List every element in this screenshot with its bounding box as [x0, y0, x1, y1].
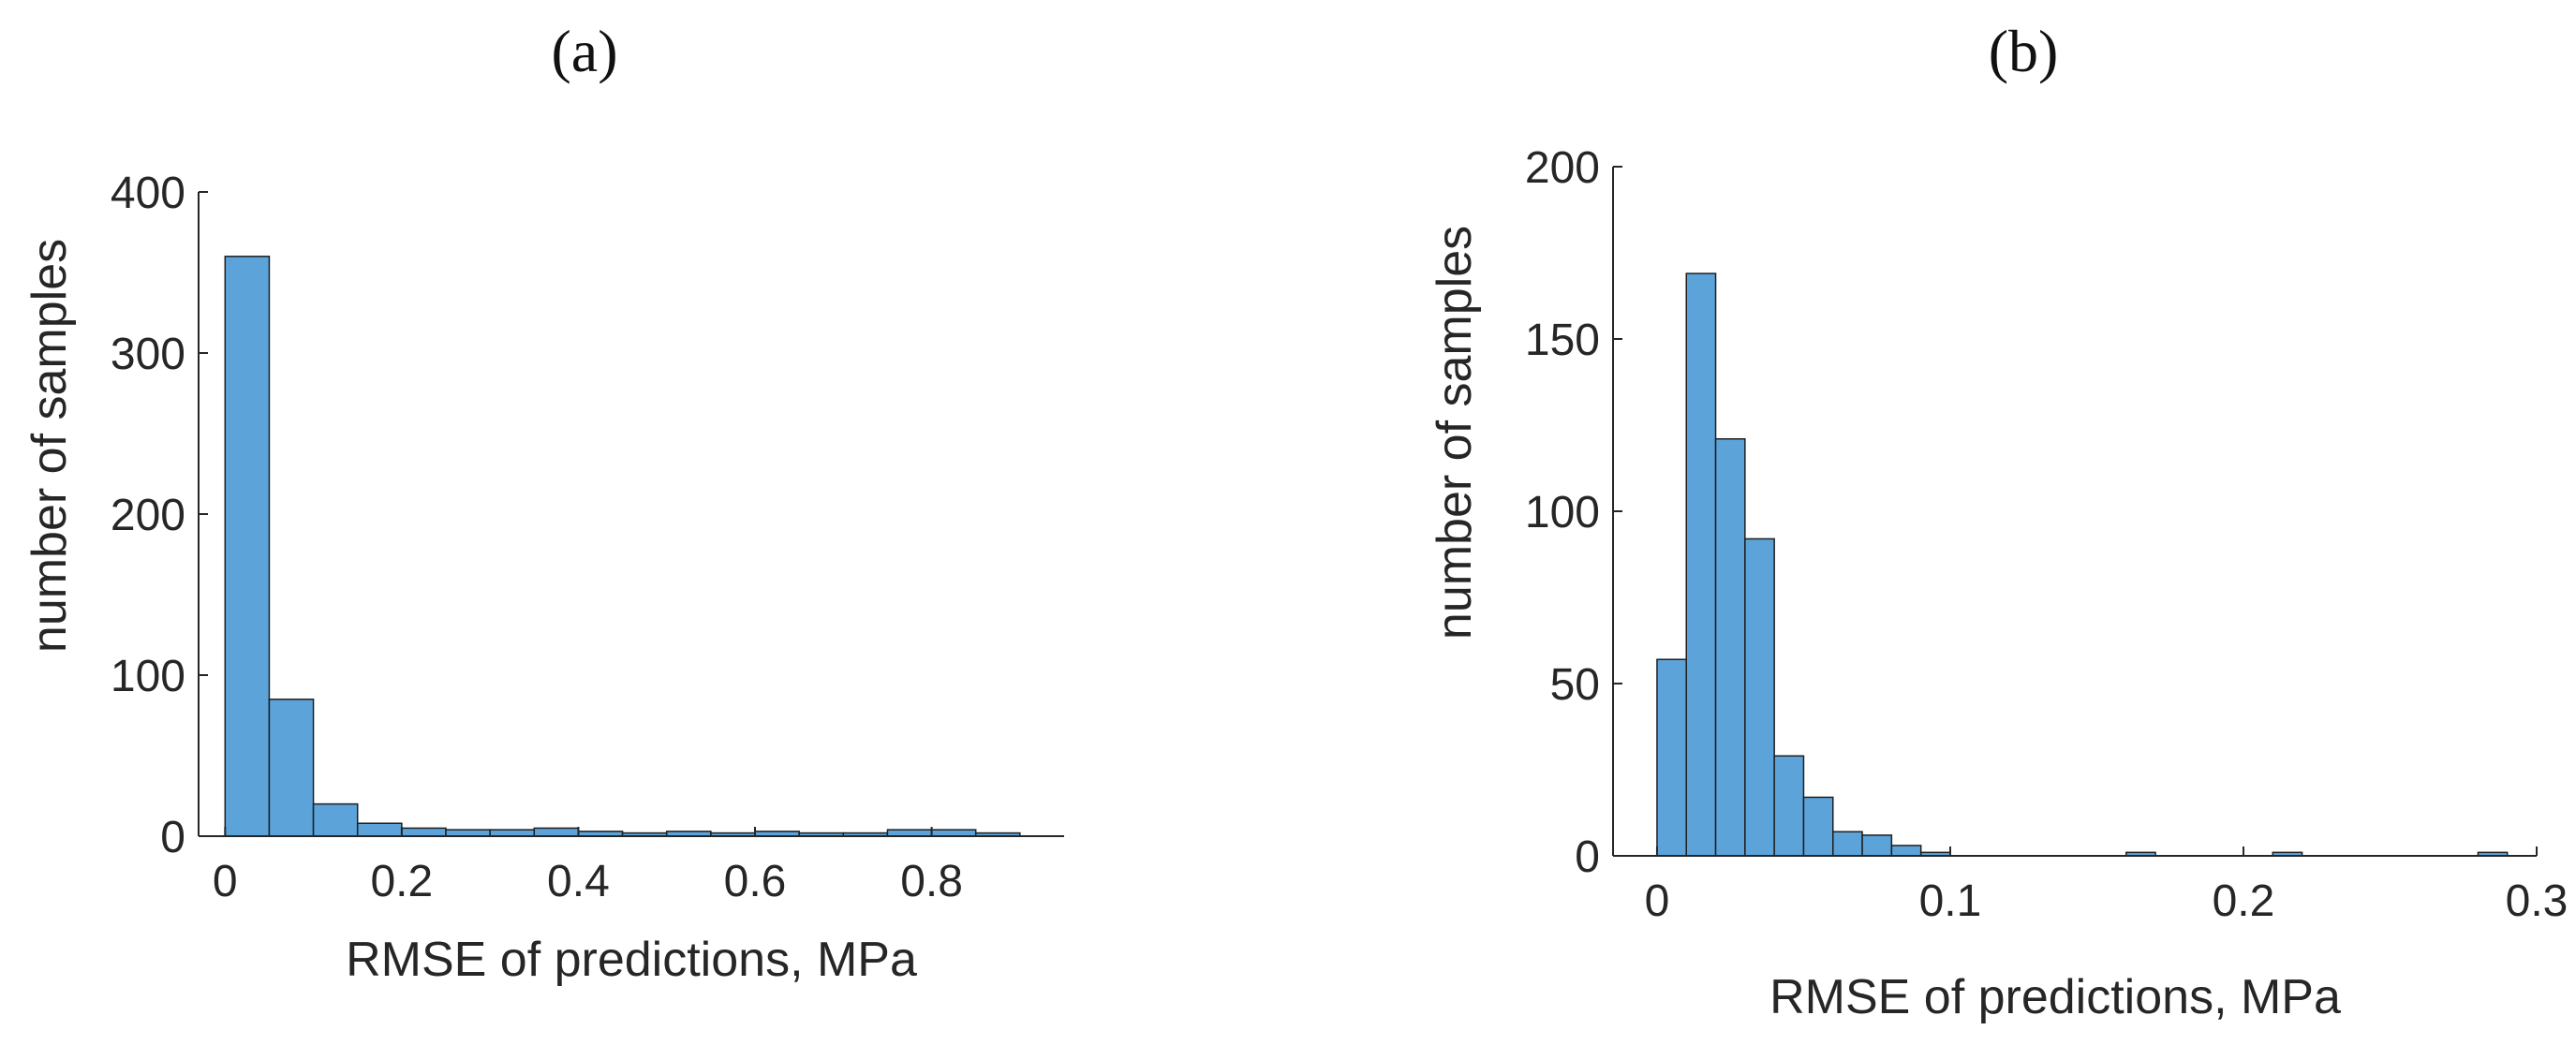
panel-a-bar-0 — [224, 256, 271, 837]
panel-b-x-tick-label-2: 0.2 — [2213, 876, 2275, 926]
panel-b-bar-5 — [1802, 796, 1834, 857]
panel-a-x-tick-label-4: 0.8 — [900, 857, 963, 906]
panel-a-x-tick-label-1: 0.2 — [370, 857, 433, 906]
panel-b-axes: 0 50 100 150 200 0 0.1 0.2 0.3 — [1525, 143, 2568, 926]
histogram-panel-b: (b) number of samples RMSE of prediction… — [1428, 18, 2568, 1024]
panel-b-x-tick-label-0: 0 — [1645, 876, 1670, 926]
panel-b-bar-1 — [1685, 272, 1717, 857]
panel-a-bar-2 — [312, 802, 359, 837]
panel-b-bar-2 — [1714, 437, 1746, 857]
panel-a-label: (a) — [551, 18, 617, 84]
panel-a-bar-6 — [489, 829, 536, 837]
panel-a-y-axis-label: number of samples — [22, 239, 77, 653]
panel-b-bar-7 — [1861, 834, 1893, 857]
histogram-panel-a: (a) number of samples RMSE of prediction… — [22, 18, 1064, 987]
panel-b-label: (b) — [1989, 18, 2059, 84]
panel-a-axes: 0 100 200 300 400 0 0.2 0.4 0.6 0.8 — [111, 169, 1064, 906]
panel-b-x-axis-label: RMSE of predictions, MPa — [1769, 970, 2341, 1024]
panel-a-bar-1 — [268, 699, 315, 837]
panel-b-y-tick-label-0: 0 — [1575, 832, 1600, 882]
panel-a-x-tick-label-3: 0.6 — [724, 857, 787, 906]
panel-a-x-tick-label-0: 0 — [213, 857, 238, 906]
panel-b-y-axis-label: number of samples — [1428, 226, 1482, 640]
panel-b-y-tick-label-4: 200 — [1525, 143, 1600, 193]
panel-b-bars — [1656, 272, 2509, 857]
panel-a-bars — [224, 256, 1021, 837]
panel-a-x-axis-label: RMSE of predictions, MPa — [346, 933, 917, 987]
panel-b-y-tick-label-3: 150 — [1525, 316, 1600, 365]
panel-b-y-tick-label-1: 50 — [1550, 660, 1600, 710]
panel-a-y-tick-label-2: 200 — [111, 491, 185, 540]
panel-b-bar-8 — [1890, 845, 1922, 857]
panel-b-bar-3 — [1744, 537, 1775, 857]
panel-b-x-tick-label-3: 0.3 — [2506, 876, 2569, 926]
panel-a-y-tick-label-0: 0 — [160, 813, 185, 862]
panel-b-bar-4 — [1773, 755, 1805, 857]
panel-a-bar-16 — [930, 829, 977, 837]
panel-a-y-tick-label-4: 400 — [111, 169, 185, 218]
panel-a-y-tick-label-1: 100 — [111, 652, 185, 701]
panel-b-x-tick-label-1: 0.1 — [1919, 876, 1982, 926]
panel-a-bar-4 — [401, 827, 447, 837]
panel-a-bar-5 — [445, 829, 491, 837]
panel-b-bar-6 — [1832, 831, 1863, 857]
panel-a-y-tick-label-3: 300 — [111, 330, 185, 379]
panel-a-x-tick-label-2: 0.4 — [547, 857, 610, 906]
panel-b-y-tick-label-2: 100 — [1525, 488, 1600, 537]
panel-a-bar-3 — [356, 822, 403, 837]
panel-b-bar-0 — [1656, 658, 1687, 857]
panel-a-bar-7 — [533, 827, 580, 837]
panel-a-bar-15 — [886, 829, 933, 837]
